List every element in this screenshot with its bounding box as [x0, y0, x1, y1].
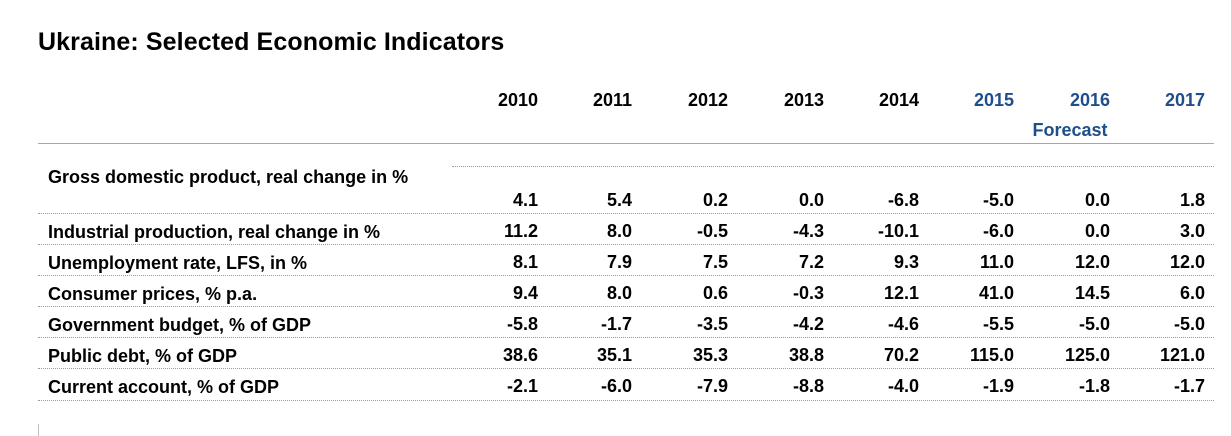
table-cell: 7.2	[798, 252, 824, 272]
table-cell: 3.0	[1179, 221, 1205, 241]
year-header-2017: 2017	[1164, 90, 1205, 110]
table-cell: 12.0	[1169, 252, 1205, 272]
row-label: Public debt, % of GDP	[48, 346, 238, 366]
table-cell: 115.0	[969, 345, 1014, 365]
table-cell: 35.1	[596, 345, 632, 365]
row-label: Unemployment rate, LFS, in %	[48, 253, 308, 273]
table-cell: 11.2	[503, 221, 538, 241]
table-cell: 14.5	[1074, 283, 1110, 303]
table-cell: -1.9	[982, 376, 1014, 396]
row-separator	[452, 166, 1214, 167]
table-cell: -5.0	[1078, 314, 1110, 334]
forecast-label: Forecast	[1032, 120, 1108, 140]
year-header-2015: 2015	[973, 90, 1014, 110]
slide-edge-mark	[38, 424, 39, 436]
table-cell: -10.1	[877, 221, 919, 241]
row-label: Gross domestic product, real change in %	[48, 167, 409, 187]
row-separator	[38, 306, 1214, 307]
table-cell: 38.6	[502, 345, 538, 365]
row-separator	[38, 275, 1214, 276]
table-cell: 0.0	[798, 190, 824, 210]
table-cell: -1.7	[600, 314, 632, 334]
year-header-2010: 2010	[497, 90, 538, 110]
row-label: Industrial production, real change in %	[48, 222, 381, 242]
table-cell: -4.6	[887, 314, 919, 334]
table-cell: 8.1	[512, 252, 538, 272]
table-cell: 70.2	[883, 345, 919, 365]
row-separator	[38, 213, 1214, 214]
table-cell: -3.5	[696, 314, 728, 334]
table-cell: 8.0	[606, 221, 632, 241]
table-cell: -0.5	[696, 221, 728, 241]
header-rule	[38, 143, 1214, 144]
table-cell: 12.1	[883, 283, 919, 303]
table-cell: -5.5	[982, 314, 1014, 334]
table-cell: -4.2	[792, 314, 824, 334]
year-header-2012: 2012	[687, 90, 728, 110]
table-cell: 35.3	[692, 345, 728, 365]
row-separator	[38, 337, 1214, 338]
table-cell: 7.5	[702, 252, 728, 272]
table-cell: 4.1	[512, 190, 538, 210]
year-header-2011: 2011	[592, 90, 632, 110]
year-header-2016: 2016	[1069, 90, 1110, 110]
table-cell: 7.9	[606, 252, 632, 272]
table-cell: 0.0	[1084, 190, 1110, 210]
table-cell: -4.3	[792, 221, 824, 241]
year-header-2014: 2014	[878, 90, 919, 110]
table-cell: -5.0	[1173, 314, 1205, 334]
table-cell: -5.0	[982, 190, 1014, 210]
table-cell: -0.3	[792, 283, 824, 303]
table-cell: 9.3	[893, 252, 919, 272]
table-cell: 121.0	[1159, 345, 1205, 365]
table-cell: 9.4	[512, 283, 538, 303]
row-separator	[38, 368, 1214, 369]
table-cell: 0.0	[1084, 221, 1110, 241]
table-cell: -6.8	[887, 190, 919, 210]
table-cell: 6.0	[1179, 283, 1205, 303]
table-cell: 0.2	[702, 190, 728, 210]
table-cell: -5.8	[506, 314, 538, 334]
year-header-2013: 2013	[783, 90, 824, 110]
table-cell: 11.0	[979, 252, 1014, 272]
table-cell: 8.0	[606, 283, 632, 303]
table-cell: -4.0	[887, 376, 919, 396]
table-cell: -8.8	[792, 376, 824, 396]
row-separator	[38, 400, 1214, 401]
row-label: Government budget, % of GDP	[48, 315, 312, 335]
table-cell: -1.7	[1173, 376, 1205, 396]
table-cell: 5.4	[606, 190, 632, 210]
row-separator	[38, 244, 1214, 245]
table-cell: 0.6	[702, 283, 728, 303]
row-label: Current account, % of GDP	[48, 377, 280, 397]
table-cell: 38.8	[788, 345, 824, 365]
table-cell: -2.1	[506, 376, 538, 396]
table-cell: -6.0	[982, 221, 1014, 241]
table-cell: -7.9	[696, 376, 728, 396]
table-cell: -6.0	[600, 376, 632, 396]
page-title: Ukraine: Selected Economic Indicators	[38, 28, 505, 56]
table-cell: 41.0	[978, 283, 1014, 303]
table-cell: 125.0	[1064, 345, 1110, 365]
row-label: Consumer prices, % p.a.	[48, 284, 258, 304]
table-cell: -1.8	[1078, 376, 1110, 396]
table-cell: 1.8	[1179, 190, 1205, 210]
table-cell: 12.0	[1074, 252, 1110, 272]
